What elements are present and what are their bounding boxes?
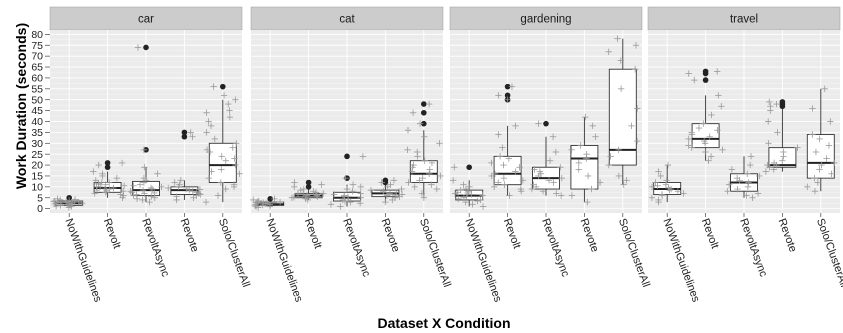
outlier-point [779,99,786,105]
outlier-point [421,109,427,116]
outlier-point [305,179,312,186]
box-Revote [762,98,801,175]
x-tick-label: RevoltAsync [737,217,769,279]
box-iqr [208,142,237,183]
box-NoWithGuidelines [449,164,487,210]
box-iqr [691,123,720,149]
x-tick-label: RevoltAsync [340,217,372,279]
box-iqr [570,145,599,190]
box-Revote [367,177,406,206]
x-tick-label: Revote [178,217,201,254]
box-Solo/ClusterAll [605,35,641,188]
y-tick-label: 50 [31,94,43,106]
y-tick-label: 0 [37,203,43,215]
box-Revolt [685,68,726,164]
facet-strip-label: car [138,14,154,26]
y-tick-label: 60 [31,73,43,85]
outlier-point [421,120,427,127]
x-tick-label: Revote [379,217,402,254]
outlier-point [466,164,473,171]
box-Solo/ClusterAll [202,83,243,206]
outlier-point [702,77,709,83]
x-tick-label: Solo/ClusterAll [814,217,843,289]
outlier-point [181,133,188,140]
facet-strip-label: cat [339,14,355,26]
y-tick-label: 70 [31,51,43,63]
y-tick-label: 80 [31,29,43,41]
box-Revolt [90,159,128,201]
facet-strip-label: gardening [520,14,571,26]
box-RevoltAsync [127,44,165,206]
box-Solo/ClusterAll [404,100,444,201]
box-iqr [768,147,797,168]
box-NoWithGuidelines [250,195,285,211]
y-axis-title: Work Duration (seconds) [13,23,29,189]
y-tick-label: 15 [31,171,43,183]
box-Solo/ClusterAll [804,85,838,195]
y-tick-label: 45 [31,105,43,117]
outlier-point [504,92,511,99]
outlier-point [543,120,549,127]
x-tick-label: NoWithGuidelines [62,217,104,304]
y-tick-label: 30 [31,138,43,150]
box-Revote [568,113,604,206]
y-tick-label: 20 [31,160,43,172]
x-tick-label: NoWithGuidelines [462,217,504,304]
x-tick-label: Revote [578,217,601,254]
outlier-point [143,44,149,51]
box-RevoltAsync [528,120,566,199]
x-axis-title: Dataset X Condition [377,315,510,331]
outlier-point [344,153,350,160]
box-RevoltAsync [327,153,367,210]
x-tick-label: Revolt [302,217,324,250]
y-tick-label: 35 [31,127,43,139]
outlier-point [104,164,111,171]
x-tick-label: Revote [776,217,799,254]
outlier-point [504,83,511,90]
y-tick-label: 75 [31,40,43,52]
box-NoWithGuidelines [50,194,86,211]
box-RevoltAsync [724,153,763,201]
box-iqr [493,155,522,186]
outlier-point [421,101,427,107]
x-tick-label: Solo/ClusterAll [616,217,652,289]
x-tick-label: Revolt [699,217,721,250]
outlier-point [220,83,226,90]
outlier-point [305,184,312,190]
box-iqr [806,134,835,179]
outlier-point [702,68,709,75]
x-tick-label: RevoltAsync [139,217,171,279]
x-tick-label: NoWithGuidelines [660,217,702,304]
box-Revolt [288,179,327,204]
outlier-point [382,177,389,184]
x-tick-label: Solo/ClusterAll [216,217,252,289]
box-Revolt [488,83,527,199]
box-Revote [165,129,204,204]
y-tick-label: 10 [31,181,43,193]
outlier-point [104,160,111,166]
y-tick-label: 55 [31,83,43,95]
x-tick-label: RevoltAsync [539,217,571,279]
y-tick-label: 25 [31,149,43,161]
outlier-point [267,196,274,202]
y-tick-label: 5 [37,192,43,204]
facet-strip-label: travel [730,14,758,26]
y-tick-label: 40 [31,116,43,128]
x-tick-label: Revolt [501,217,523,250]
y-tick-label: 65 [31,62,43,74]
x-tick-label: Solo/ClusterAll [417,217,453,289]
box-NoWithGuidelines [648,161,687,206]
x-tick-label: NoWithGuidelines [263,217,305,304]
x-tick-label: Revolt [101,217,123,250]
outlier-point [181,129,188,136]
